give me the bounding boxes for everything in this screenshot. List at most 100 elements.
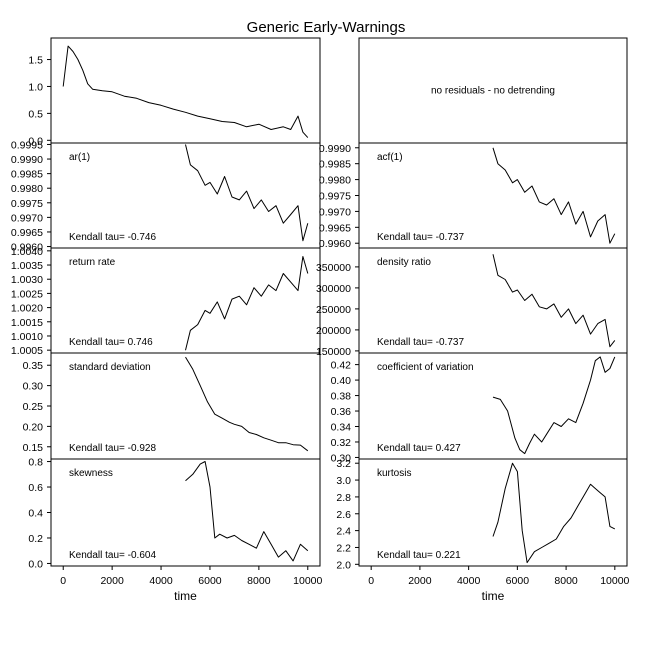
y-tick-label: 2.8 bbox=[336, 492, 351, 504]
y-tick-label: 1.5 bbox=[28, 55, 43, 67]
series-line-ar1 bbox=[185, 144, 309, 242]
y-tick-label: 0.9975 bbox=[319, 191, 351, 203]
y-tick-label: 200000 bbox=[316, 325, 351, 337]
panel-sd: 0.15 0.20 0.25 0.30 0.35 standard deviation Ke… bbox=[23, 352, 321, 460]
x-tick-label: 6000 bbox=[506, 575, 530, 587]
y-tick-label: 0.2 bbox=[28, 533, 43, 545]
x-tick-label: 10000 bbox=[600, 575, 629, 587]
y-tick-label: 1.0040 bbox=[11, 246, 43, 258]
series-line-sd bbox=[185, 356, 309, 452]
kendall-tau: Kendall tau= -0.604 bbox=[69, 550, 156, 561]
y-tick-label: 1.0 bbox=[28, 81, 43, 93]
y-tick-label: 300000 bbox=[316, 283, 351, 295]
y-tick-label: 0.9990 bbox=[319, 143, 351, 155]
kendall-tau: Kendall tau= 0.746 bbox=[69, 337, 153, 348]
y-tick-label: 0.9975 bbox=[11, 198, 43, 210]
x-tick-label: 2000 bbox=[408, 575, 432, 587]
panel-label: kurtosis bbox=[377, 468, 411, 479]
kendall-tau: Kendall tau= -0.928 bbox=[69, 443, 156, 454]
y-tick-label: 0.9985 bbox=[319, 159, 351, 171]
y-tick-label: 0.9980 bbox=[319, 175, 351, 187]
panel-ar1: 0.9960 0.9965 0.9970 0.9975 0.9980 0.9985 0.99… bbox=[11, 139, 321, 254]
y-tick-label: 3.0 bbox=[336, 475, 351, 487]
panel-density-ratio: 150000 200000 250000 300000 350000 density ra… bbox=[316, 247, 628, 358]
series-line-skewness bbox=[185, 461, 309, 562]
y-tick-label: 3.2 bbox=[336, 458, 351, 470]
y-tick-label: 0.20 bbox=[23, 421, 44, 433]
y-tick-label: 0.5 bbox=[28, 108, 43, 120]
panel-acf1: 0.9960 0.9965 0.9970 0.9975 0.9980 0.9985 0.99… bbox=[319, 142, 628, 250]
y-tick-label: 0.9970 bbox=[11, 212, 43, 224]
series-line-density-ratio bbox=[492, 254, 616, 348]
y-tick-label: 0.9980 bbox=[11, 183, 43, 195]
kendall-tau: Kendall tau= -0.737 bbox=[377, 337, 464, 348]
y-tick-label: 0.36 bbox=[331, 406, 352, 418]
y-tick-label: 150000 bbox=[316, 346, 351, 358]
panel-label: density ratio bbox=[377, 257, 431, 268]
y-tick-label: 250000 bbox=[316, 304, 351, 316]
x-axis-label-left: time bbox=[174, 589, 197, 603]
y-tick-label: 1.0030 bbox=[11, 274, 43, 286]
y-tick-label: 0.9965 bbox=[11, 227, 43, 239]
panels: 0.0 0.5 1.0 1.5 no residuals - no detrending… bbox=[11, 37, 630, 587]
x-tick-label: 4000 bbox=[457, 575, 481, 587]
y-tick-label: 0.4 bbox=[28, 508, 43, 520]
figure-title: Generic Early-Warnings bbox=[247, 19, 406, 36]
panel-frame bbox=[358, 458, 628, 567]
y-tick-label: 0.9960 bbox=[11, 242, 43, 254]
y-tick-label: 1.0015 bbox=[11, 317, 43, 329]
y-tick-label: 2.2 bbox=[336, 542, 351, 554]
series-line-acf1 bbox=[492, 147, 616, 244]
y-tick-label: 2.0 bbox=[336, 559, 351, 571]
kendall-tau: Kendall tau= 0.427 bbox=[377, 443, 461, 454]
x-tick-label: 10000 bbox=[293, 575, 322, 587]
y-tick-label: 1.0025 bbox=[11, 288, 43, 300]
y-tick-label: 350000 bbox=[316, 262, 351, 274]
y-tick-label: 0.0 bbox=[28, 135, 43, 147]
y-tick-label: 0.9985 bbox=[11, 169, 43, 181]
x-tick-label: 0 bbox=[60, 575, 66, 587]
panel-label: return rate bbox=[69, 257, 116, 268]
y-tick-label: 2.4 bbox=[336, 526, 351, 538]
y-tick-label: 0.9995 bbox=[11, 139, 43, 151]
series-line-kurtosis bbox=[492, 462, 616, 564]
y-tick-label: 0.42 bbox=[331, 360, 352, 372]
y-tick-label: 0.38 bbox=[331, 391, 352, 403]
y-tick-label: 0.6 bbox=[28, 482, 43, 494]
y-tick-label: 1.0010 bbox=[11, 331, 43, 343]
series-line-series bbox=[62, 45, 309, 138]
panel-series: 0.0 0.5 1.0 1.5 bbox=[28, 37, 321, 147]
y-tick-label: 1.0020 bbox=[11, 303, 43, 315]
y-tick-label: 0.32 bbox=[331, 437, 352, 449]
y-tick-label: 0.15 bbox=[23, 442, 44, 454]
y-tick-label: 0.9990 bbox=[11, 154, 43, 166]
x-axis-label-right: time bbox=[482, 589, 505, 603]
panel-label: coefficient of variation bbox=[377, 362, 474, 373]
series-line-cv bbox=[492, 356, 616, 455]
panel-label: acf(1) bbox=[377, 152, 403, 163]
panel-no-detrending: no residuals - no detrending bbox=[358, 37, 628, 144]
y-tick-label: 0.40 bbox=[331, 375, 352, 387]
series-line-return-rate bbox=[185, 256, 309, 351]
panel-label: skewness bbox=[69, 468, 113, 479]
panel-cv: 0.30 0.32 0.34 0.36 0.38 0.40 0.42 coefficient … bbox=[331, 352, 628, 464]
no-detrending-note: no residuals - no detrending bbox=[431, 86, 555, 97]
panel-label: standard deviation bbox=[69, 362, 151, 373]
x-tick-label: 8000 bbox=[554, 575, 578, 587]
y-tick-label: 0.0 bbox=[28, 558, 43, 570]
y-tick-label: 0.34 bbox=[331, 422, 352, 434]
y-tick-label: 2.6 bbox=[336, 509, 351, 521]
panel-skewness: 0.0 0.2 0.4 0.6 0.8 0 2000 4000 6000 8000 10000 ske… bbox=[28, 457, 322, 587]
kendall-tau: Kendall tau= -0.737 bbox=[377, 232, 464, 243]
y-tick-label: 0.9960 bbox=[319, 238, 351, 250]
panel-return-rate: 1.0005 1.0010 1.0015 1.0020 1.0025 1.0030 1.00… bbox=[11, 246, 321, 357]
x-tick-label: 8000 bbox=[247, 575, 271, 587]
panel-kurtosis: 2.0 2.2 2.4 2.6 2.8 3.0 3.2 0 2000 4000 6000 8000 10… bbox=[336, 458, 629, 587]
x-tick-label: 2000 bbox=[100, 575, 124, 587]
kendall-tau: Kendall tau= -0.746 bbox=[69, 232, 156, 243]
y-tick-label: 1.0035 bbox=[11, 260, 43, 272]
y-tick-label: 0.9970 bbox=[319, 206, 351, 218]
y-tick-label: 0.30 bbox=[331, 452, 352, 464]
x-tick-label: 4000 bbox=[149, 575, 173, 587]
